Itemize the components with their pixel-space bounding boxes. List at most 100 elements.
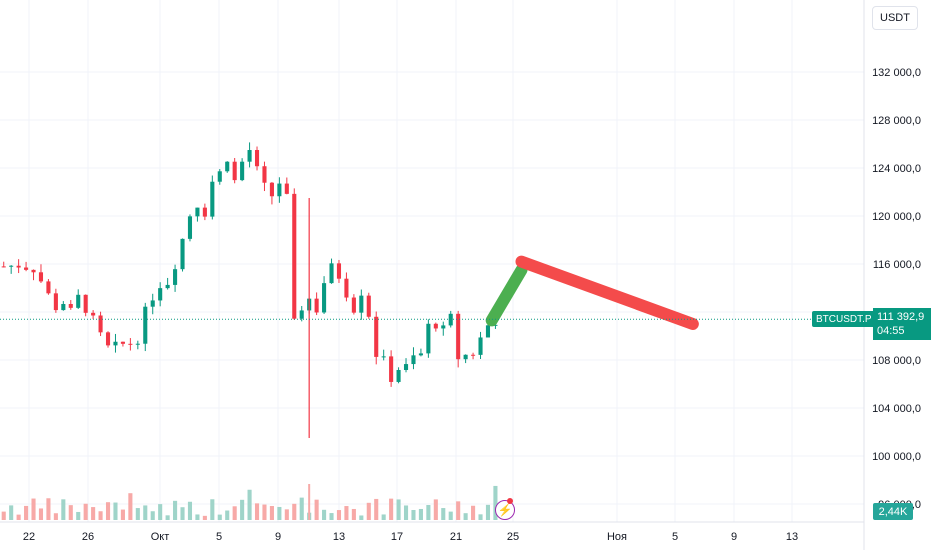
candle-body [158,288,163,301]
volume-bar [9,505,14,520]
volume-bar [240,499,245,520]
candle-body [418,353,423,356]
candle-body [113,341,118,346]
candle-body [456,313,461,360]
symbol-label: BTCUSDT.P [812,311,876,327]
x-tick-label: 17 [391,531,403,543]
candle-body [9,265,14,267]
volume-bar [180,507,185,520]
candle-body [38,272,44,282]
time-axis: 22 26 Окт 5 9 13 17 21 25 Ноя 5 9 13 [0,521,864,543]
last-price-badge: 111 392,9 04:55 [873,308,931,340]
candle-body [61,304,66,311]
candle-body [463,354,468,360]
volume-bar [195,514,200,520]
volume-bar [217,514,222,520]
volume-bar [150,511,155,520]
volume-bar [433,499,438,520]
candle-body [329,263,334,284]
candle-body [143,306,148,344]
candle-body [202,207,207,217]
candle-body [24,267,29,270]
volume-bar [98,511,103,520]
y-tick-label: 128 000,0 [872,115,921,127]
candle-body [277,183,282,197]
candle-body [195,207,200,217]
volume-bar [322,509,327,520]
candle-body [396,369,401,382]
candle-body [31,269,36,273]
currency-button[interactable]: USDT [872,6,918,30]
candle-body [76,294,81,308]
volume-bar [366,502,371,520]
candle-body [46,281,51,294]
volume-bar [314,499,319,520]
volume-bar [471,505,476,520]
lightning-icon[interactable]: ⚡ [495,500,515,520]
candle-body [225,161,230,172]
volume-bar [418,508,423,520]
volume-bar [61,499,66,520]
candle-body [493,324,498,326]
candle-body [91,312,96,316]
volume-bar [165,515,170,520]
candle-body [1,266,6,268]
volume-bar [38,508,44,520]
candle-body [359,295,364,313]
volume-bar [485,504,491,520]
volume-bar [225,510,230,520]
crash-volume-bar [308,484,311,520]
volume-bar [426,505,431,520]
volume-bar [143,505,148,520]
candles [1,142,498,438]
last-price-value: 111 392,9 [877,311,925,323]
candle-body [173,269,178,285]
volume-bar [46,498,51,520]
volume-bar [284,509,289,520]
y-tick-label: 120 000,0 [872,211,921,223]
candle-body [240,161,245,181]
y-tick-label: 104 000,0 [872,403,921,415]
volume-bar [411,509,416,520]
x-tick-label: Окт [151,531,170,543]
candle-body [150,300,155,307]
volume-bar [351,508,356,520]
volume-bar [254,503,260,520]
candle-body [389,356,394,382]
candle-body [336,263,342,279]
volume-bar [105,502,111,520]
candle-body [16,265,21,268]
bar-countdown: 04:55 [877,325,905,337]
volume-bar [68,505,73,520]
candle-body [247,150,252,162]
y-tick-label: 132 000,0 [872,67,921,79]
candle-body [403,364,409,370]
volume-bar [31,498,36,520]
candle-body [411,355,416,365]
volume-bar [396,499,401,520]
candle-body [232,161,237,181]
volume-bar [493,485,498,520]
volume-bar [202,515,207,520]
volume-bar [478,514,483,520]
notification-dot [507,498,513,504]
candle-body [210,181,215,217]
volume-bar [120,509,125,520]
volume-bar [247,489,252,520]
candle-body [254,150,260,167]
x-tick-label: 9 [275,531,281,543]
candle-body [83,294,88,313]
candle-body [262,166,267,183]
candle-body [322,283,327,313]
candle-body [471,354,476,356]
volume-bar [187,501,193,520]
candle-body [165,284,170,289]
volume-bar [128,493,133,520]
candle-body [135,343,140,345]
candle-body [284,183,289,194]
projection-up-line [485,264,528,327]
volume-bar [83,503,88,520]
volume-bar [173,500,178,520]
